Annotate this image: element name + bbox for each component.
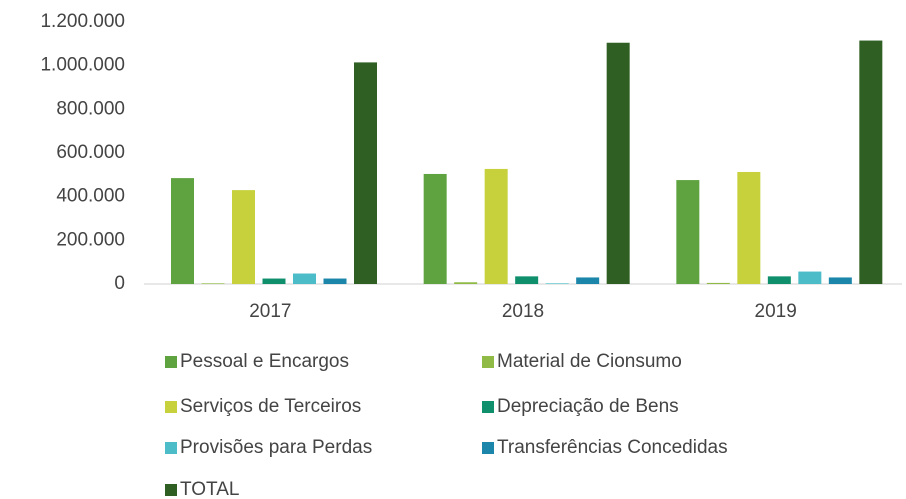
legend-label: Pessoal e Encargos bbox=[180, 351, 349, 372]
x-tick-label: 2018 bbox=[502, 301, 544, 322]
bar bbox=[767, 276, 791, 284]
legend-swatch bbox=[482, 356, 494, 368]
bar bbox=[423, 173, 447, 284]
bar bbox=[171, 178, 194, 284]
x-tick-label: 2017 bbox=[249, 301, 291, 322]
legend-swatch bbox=[165, 401, 177, 413]
legend-swatch bbox=[165, 484, 177, 496]
bar bbox=[293, 273, 316, 284]
bar bbox=[828, 277, 852, 284]
bar bbox=[323, 278, 347, 284]
bar bbox=[859, 40, 883, 284]
y-tick-label: 1.000.000 bbox=[40, 55, 125, 76]
bar bbox=[545, 283, 569, 284]
y-tick-label: 800.000 bbox=[56, 98, 125, 119]
bar bbox=[354, 62, 377, 285]
bar bbox=[798, 271, 822, 284]
legend-swatch bbox=[482, 442, 494, 454]
y-tick-label: 600.000 bbox=[56, 142, 125, 163]
x-tick-label: 2019 bbox=[755, 301, 797, 322]
y-tick-label: 0 bbox=[114, 273, 125, 294]
y-tick-label: 1.200.000 bbox=[40, 11, 125, 32]
legend-label: Transferências Concedidas bbox=[497, 437, 728, 458]
bar bbox=[484, 168, 508, 284]
y-tick-label: 400.000 bbox=[56, 186, 125, 207]
y-tick-label: 200.000 bbox=[56, 229, 125, 250]
legend-swatch bbox=[165, 356, 177, 368]
legend-swatch bbox=[482, 401, 494, 413]
legend-swatch bbox=[165, 442, 177, 454]
bar bbox=[737, 171, 761, 284]
legend-label: Depreciação de Bens bbox=[497, 396, 679, 417]
bar bbox=[262, 278, 286, 284]
bar bbox=[576, 277, 600, 284]
bar bbox=[454, 282, 478, 284]
legend-label: Material de Cionsumo bbox=[497, 351, 682, 372]
bar bbox=[515, 276, 539, 284]
bar bbox=[706, 282, 730, 284]
bar bbox=[606, 42, 630, 284]
legend-label: Serviços de Terceiros bbox=[180, 396, 361, 417]
bar bbox=[232, 190, 255, 284]
legend-label: Provisões para Perdas bbox=[180, 437, 372, 458]
legend-label: TOTAL bbox=[180, 479, 239, 499]
bar bbox=[676, 180, 700, 284]
bar bbox=[201, 283, 225, 284]
